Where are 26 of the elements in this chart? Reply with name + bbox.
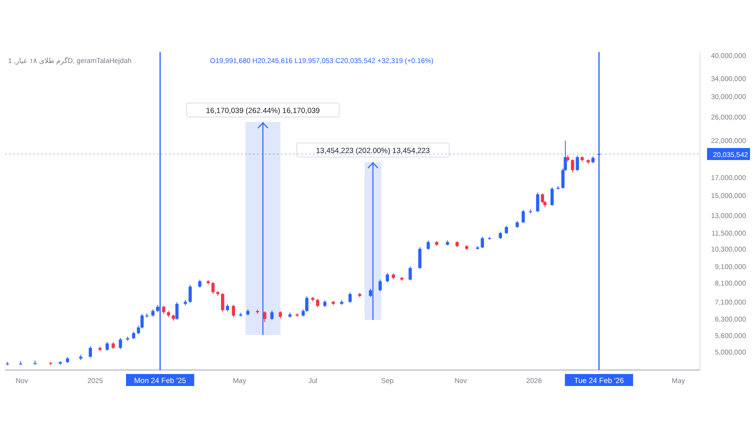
candlestick bbox=[188, 284, 192, 304]
candlestick bbox=[19, 360, 22, 366]
candlestick bbox=[536, 192, 540, 212]
candlestick bbox=[263, 310, 266, 322]
candlestick bbox=[88, 346, 92, 358]
candlestick bbox=[378, 279, 382, 292]
candlestick bbox=[175, 302, 179, 320]
candlestick bbox=[232, 304, 236, 318]
candlestick bbox=[33, 360, 37, 366]
candlestick bbox=[426, 240, 430, 250]
candlestick bbox=[305, 296, 308, 312]
candlestick bbox=[221, 292, 224, 312]
candlestick bbox=[550, 186, 554, 206]
candlestick bbox=[418, 246, 422, 270]
candlestick bbox=[522, 209, 525, 224]
candlestick bbox=[386, 272, 389, 283]
candlestick bbox=[348, 292, 352, 304]
candlestick bbox=[270, 310, 274, 320]
candlestick bbox=[211, 282, 215, 294]
candlestick bbox=[480, 236, 484, 249]
candlestick bbox=[540, 192, 544, 204]
candlestick bbox=[576, 155, 579, 172]
candlestick bbox=[570, 158, 574, 173]
candlestick bbox=[408, 266, 412, 281]
candlestick bbox=[126, 336, 130, 342]
candlestick bbox=[118, 338, 122, 350]
